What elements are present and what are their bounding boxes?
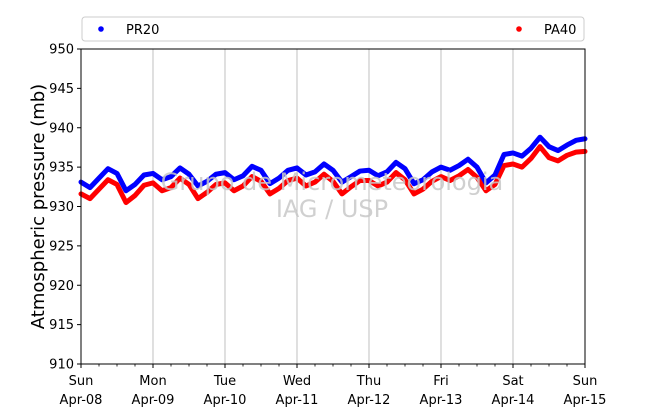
legend: PR20 PA40	[81, 16, 585, 42]
y-tick-label: 930	[49, 200, 74, 215]
grid-lines	[152, 49, 514, 364]
watermark-line-2: IAG / USP	[276, 195, 388, 223]
y-tick-label: 920	[49, 279, 74, 294]
x-tick-date-label: Apr-08	[60, 393, 103, 408]
x-tick-date-label: Apr-13	[420, 393, 463, 408]
y-tick-label: 950	[49, 43, 74, 58]
x-tick-day-label: Fri	[433, 374, 449, 389]
watermark: Grupo de Micrometeorologia IAG / USP	[161, 168, 503, 223]
y-tick-label: 915	[49, 318, 74, 333]
series-line-pr20	[78, 134, 588, 194]
watermark-line-1: Grupo de Micrometeorologia	[161, 168, 503, 196]
x-tick-day-label: Sun	[69, 374, 94, 389]
y-axis: 910 915 920 925 930 935 940 945 950	[49, 43, 81, 373]
x-axis: Sun Apr-08 Mon Apr-09 Tue Apr-10 Wed Apr-11 Thu A…	[60, 364, 607, 408]
y-tick-label: 935	[49, 161, 74, 176]
x-tick-date-label: Apr-11	[276, 393, 319, 408]
legend-marker-pr20	[98, 26, 104, 32]
series-lines	[78, 134, 588, 206]
x-tick-date-label: Apr-14	[492, 393, 535, 408]
x-tick-day-label: Sat	[502, 374, 523, 389]
x-tick-date-label: Apr-10	[204, 393, 247, 408]
y-tick-label: 940	[49, 121, 74, 136]
y-tick-label: 925	[49, 239, 74, 254]
y-tick-label: 910	[49, 358, 74, 373]
x-tick-day-label: Sun	[573, 374, 598, 389]
x-tick-day-label: Thu	[356, 374, 381, 389]
y-tick-label: 945	[49, 82, 74, 97]
x-tick-date-label: Apr-12	[348, 393, 391, 408]
legend-box	[81, 16, 585, 42]
x-tick-day-label: Tue	[213, 374, 236, 389]
legend-label-pa40: PA40	[544, 23, 576, 38]
x-tick-date-label: Apr-09	[132, 393, 175, 408]
x-tick-day-label: Mon	[139, 374, 166, 389]
x-tick-date-label: Apr-15	[564, 393, 607, 408]
series-line-pa40	[78, 144, 588, 206]
x-tick-day-label: Wed	[283, 374, 311, 389]
legend-label-pr20: PR20	[126, 23, 159, 38]
legend-marker-pa40	[516, 26, 522, 32]
y-axis-label: Atmospheric pressure (mb)	[28, 84, 49, 329]
